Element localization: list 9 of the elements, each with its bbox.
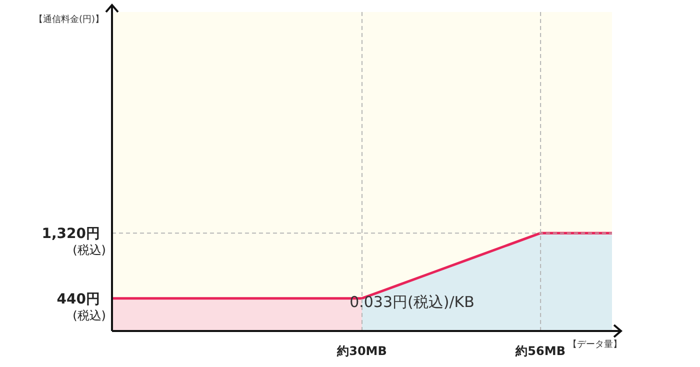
x-tick-label: 約30MB — [336, 344, 387, 358]
y-tick-label: 1,320円 — [42, 226, 100, 242]
text: (税込) — [72, 243, 106, 258]
annotation: 0.033円(税込)/KB — [350, 293, 474, 311]
x-tick-label: 約56MB — [514, 344, 566, 358]
y-tick-label: 440円 — [56, 291, 100, 308]
y-axis-title: 【通信料金(円)】 — [34, 14, 104, 25]
text: (税込) — [72, 308, 106, 322]
x-axis-title: 【データ量】 — [568, 339, 622, 350]
